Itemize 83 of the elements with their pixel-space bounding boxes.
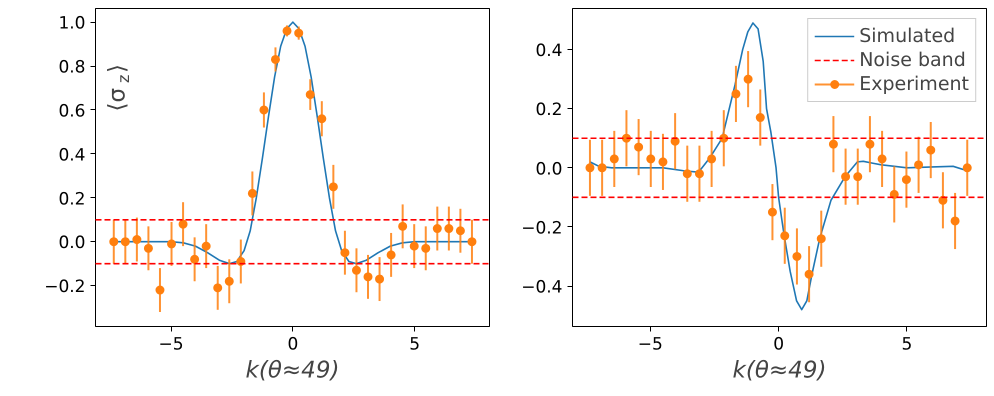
- point: [694, 169, 704, 178]
- x-tick-label: 5: [409, 334, 420, 354]
- point: [467, 237, 476, 246]
- point: [167, 239, 176, 248]
- legend-label: Noise band: [859, 49, 966, 71]
- point: [744, 74, 753, 84]
- point: [202, 242, 211, 251]
- point: [120, 237, 130, 246]
- point: [444, 224, 454, 234]
- point: [248, 188, 257, 198]
- x-axis-title: k(θ≈49): [732, 358, 826, 384]
- point: [682, 169, 692, 178]
- point: [456, 226, 465, 236]
- point: [962, 163, 972, 172]
- y-tick-label: 0.2: [58, 189, 86, 210]
- y-tick-label: 0.6: [58, 101, 86, 122]
- y-tick-label: 0.0: [535, 159, 563, 180]
- legend-label: Simulated: [859, 25, 956, 47]
- point: [804, 270, 814, 279]
- x-tick-label: −5: [638, 334, 663, 354]
- point: [224, 276, 234, 286]
- point: [432, 224, 442, 234]
- point: [317, 114, 326, 124]
- point: [926, 146, 936, 155]
- point: [410, 242, 419, 251]
- point: [155, 286, 164, 295]
- point: [914, 160, 924, 170]
- point: [841, 172, 850, 182]
- x-tick-label: 0: [773, 334, 784, 354]
- x-tick-label: −5: [158, 334, 184, 354]
- point: [792, 252, 802, 261]
- point: [865, 140, 874, 149]
- y-axis-title: ⟨σz⟩: [104, 64, 133, 112]
- point: [259, 105, 268, 114]
- point: [878, 154, 887, 164]
- point: [375, 274, 384, 284]
- y-tick-label: 1.0: [58, 14, 86, 34]
- point: [132, 235, 142, 244]
- point: [598, 163, 607, 172]
- point: [144, 244, 153, 253]
- point: [109, 237, 118, 246]
- point: [328, 182, 338, 192]
- legend-label: Experiment: [859, 73, 969, 95]
- x-axis-title: k(θ≈49): [246, 358, 340, 384]
- point: [352, 266, 361, 275]
- point: [364, 272, 373, 282]
- point: [658, 157, 668, 166]
- point: [270, 54, 280, 64]
- y-tick-label: 0.4: [58, 145, 86, 166]
- point: [178, 220, 188, 229]
- point: [707, 154, 716, 164]
- point: [828, 140, 838, 149]
- point: [610, 154, 619, 164]
- point: [213, 283, 222, 292]
- point: [731, 89, 740, 98]
- point: [585, 163, 594, 172]
- point: [646, 154, 656, 164]
- point: [890, 190, 899, 199]
- y-tick-label: 0.4: [535, 41, 563, 62]
- point: [634, 142, 644, 152]
- point: [902, 175, 911, 184]
- y-tick-label: 0.0: [58, 233, 86, 254]
- point: [768, 208, 777, 217]
- point: [306, 90, 315, 100]
- y-tick-label: −0.4: [521, 278, 562, 298]
- point: [816, 234, 826, 244]
- y-tick-label: −0.2: [521, 218, 562, 238]
- point: [340, 248, 350, 258]
- y-tick-label: 0.8: [58, 58, 86, 78]
- point: [282, 26, 292, 36]
- point: [950, 216, 960, 226]
- y-tick-label: −0.2: [44, 277, 86, 298]
- point: [421, 244, 430, 253]
- point: [756, 113, 765, 122]
- point: [386, 250, 396, 260]
- point: [398, 222, 408, 231]
- y-tick-label: 0.2: [535, 100, 563, 120]
- point: [190, 254, 200, 264]
- point: [780, 231, 790, 240]
- x-tick-label: 0: [287, 334, 298, 354]
- point: [853, 172, 862, 182]
- x-tick-label: 5: [902, 334, 912, 354]
- point: [294, 28, 304, 38]
